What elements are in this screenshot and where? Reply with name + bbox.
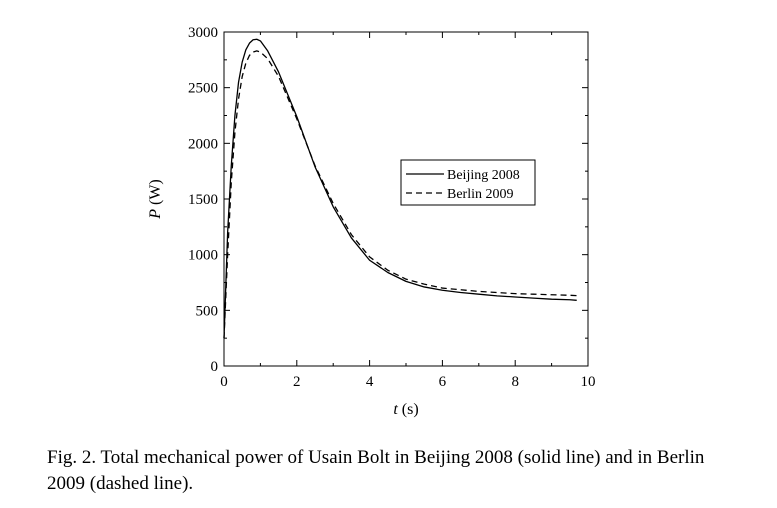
y-tick-label: 2000 <box>188 136 218 152</box>
series-line-berlin-2009 <box>223 50 577 339</box>
x-tick-label: 2 <box>293 374 301 390</box>
y-tick-label: 1500 <box>188 192 218 208</box>
figure-caption: Fig. 2. Total mechanical power of Usain … <box>47 447 705 494</box>
ticks: 0 2 4 6 8 10 0 500 1000 1500 2000 2500 3000 <box>188 25 596 390</box>
y-axis-unit: (W) <box>147 179 164 209</box>
x-tick-label: 10 <box>581 374 596 390</box>
x-tick-label: 0 <box>220 374 228 390</box>
series-group <box>223 38 577 339</box>
x-tick-label: 6 <box>439 374 447 390</box>
x-tick-label: 4 <box>366 374 374 390</box>
y-axis-variable: P <box>147 209 164 220</box>
legend-box <box>400 159 536 206</box>
legend-label: Beijing 2008 <box>447 168 520 183</box>
y-tick-label: 500 <box>196 303 219 319</box>
y-tick-label: 3000 <box>188 25 218 41</box>
x-axis-variable: t <box>393 401 398 418</box>
series-line-beijing-2008 <box>223 38 577 339</box>
x-tick-label: 8 <box>511 374 519 390</box>
y-axis-label: P (W) <box>147 179 164 220</box>
y-tick-label: 0 <box>211 359 219 375</box>
figure: 0 2 4 6 8 10 0 500 1000 1500 2000 2500 3000 Beijing … <box>147 25 596 418</box>
x-axis-label: t (s) <box>393 401 418 418</box>
legend: Beijing 2008 Berlin 2009 <box>400 159 536 206</box>
x-axis-unit: (s) <box>398 401 419 418</box>
y-tick-label: 1000 <box>188 248 218 264</box>
legend-label: Berlin 2009 <box>447 187 514 202</box>
line-chart: 0 2 4 6 8 10 0 500 1000 1500 2000 2500 3000 Beijing … <box>147 25 596 418</box>
y-tick-label: 2500 <box>188 81 218 97</box>
